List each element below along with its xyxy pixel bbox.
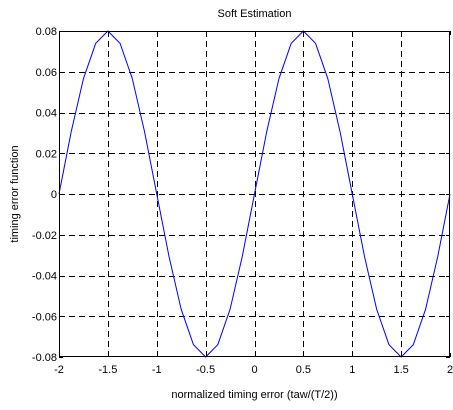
x-tick-label: 2	[447, 364, 453, 376]
series-line	[58, 30, 451, 358]
y-tick-label: -0.06	[32, 311, 57, 323]
y-tick-label: 0	[51, 189, 57, 201]
x-axis-label: normalized timing error (taw/(T/2))	[171, 389, 337, 401]
y-tick-label: 0.04	[36, 108, 57, 120]
y-tick-label: -0.08	[32, 352, 57, 364]
x-tick-label: 0	[251, 364, 257, 376]
chart-title: Soft Estimation	[218, 8, 292, 20]
x-tick-label: -0.5	[196, 364, 215, 376]
x-tick-label: -1	[152, 364, 162, 376]
y-tick-label: -0.02	[32, 230, 57, 242]
x-tick-label: 1	[349, 364, 355, 376]
x-tick-label: 1.5	[393, 364, 408, 376]
y-tick-label: 0.06	[36, 67, 57, 79]
tick-labels-group: -2 -1.5 -1 -0.5 0 0.5 1 1.5 2 0.08 0.06 0.04 0.02 0 -0…	[32, 26, 453, 376]
ticks-group	[59, 31, 451, 358]
series-group	[58, 30, 451, 358]
y-tick-label: -0.04	[32, 271, 57, 283]
x-tick-label: 0.5	[296, 364, 311, 376]
y-tick-label: 0.02	[36, 148, 57, 160]
x-tick-label: -1.5	[98, 364, 117, 376]
y-axis-label: timing error function	[9, 145, 21, 242]
x-tick-label: -2	[54, 364, 64, 376]
y-tick-label: 0.08	[36, 26, 57, 38]
